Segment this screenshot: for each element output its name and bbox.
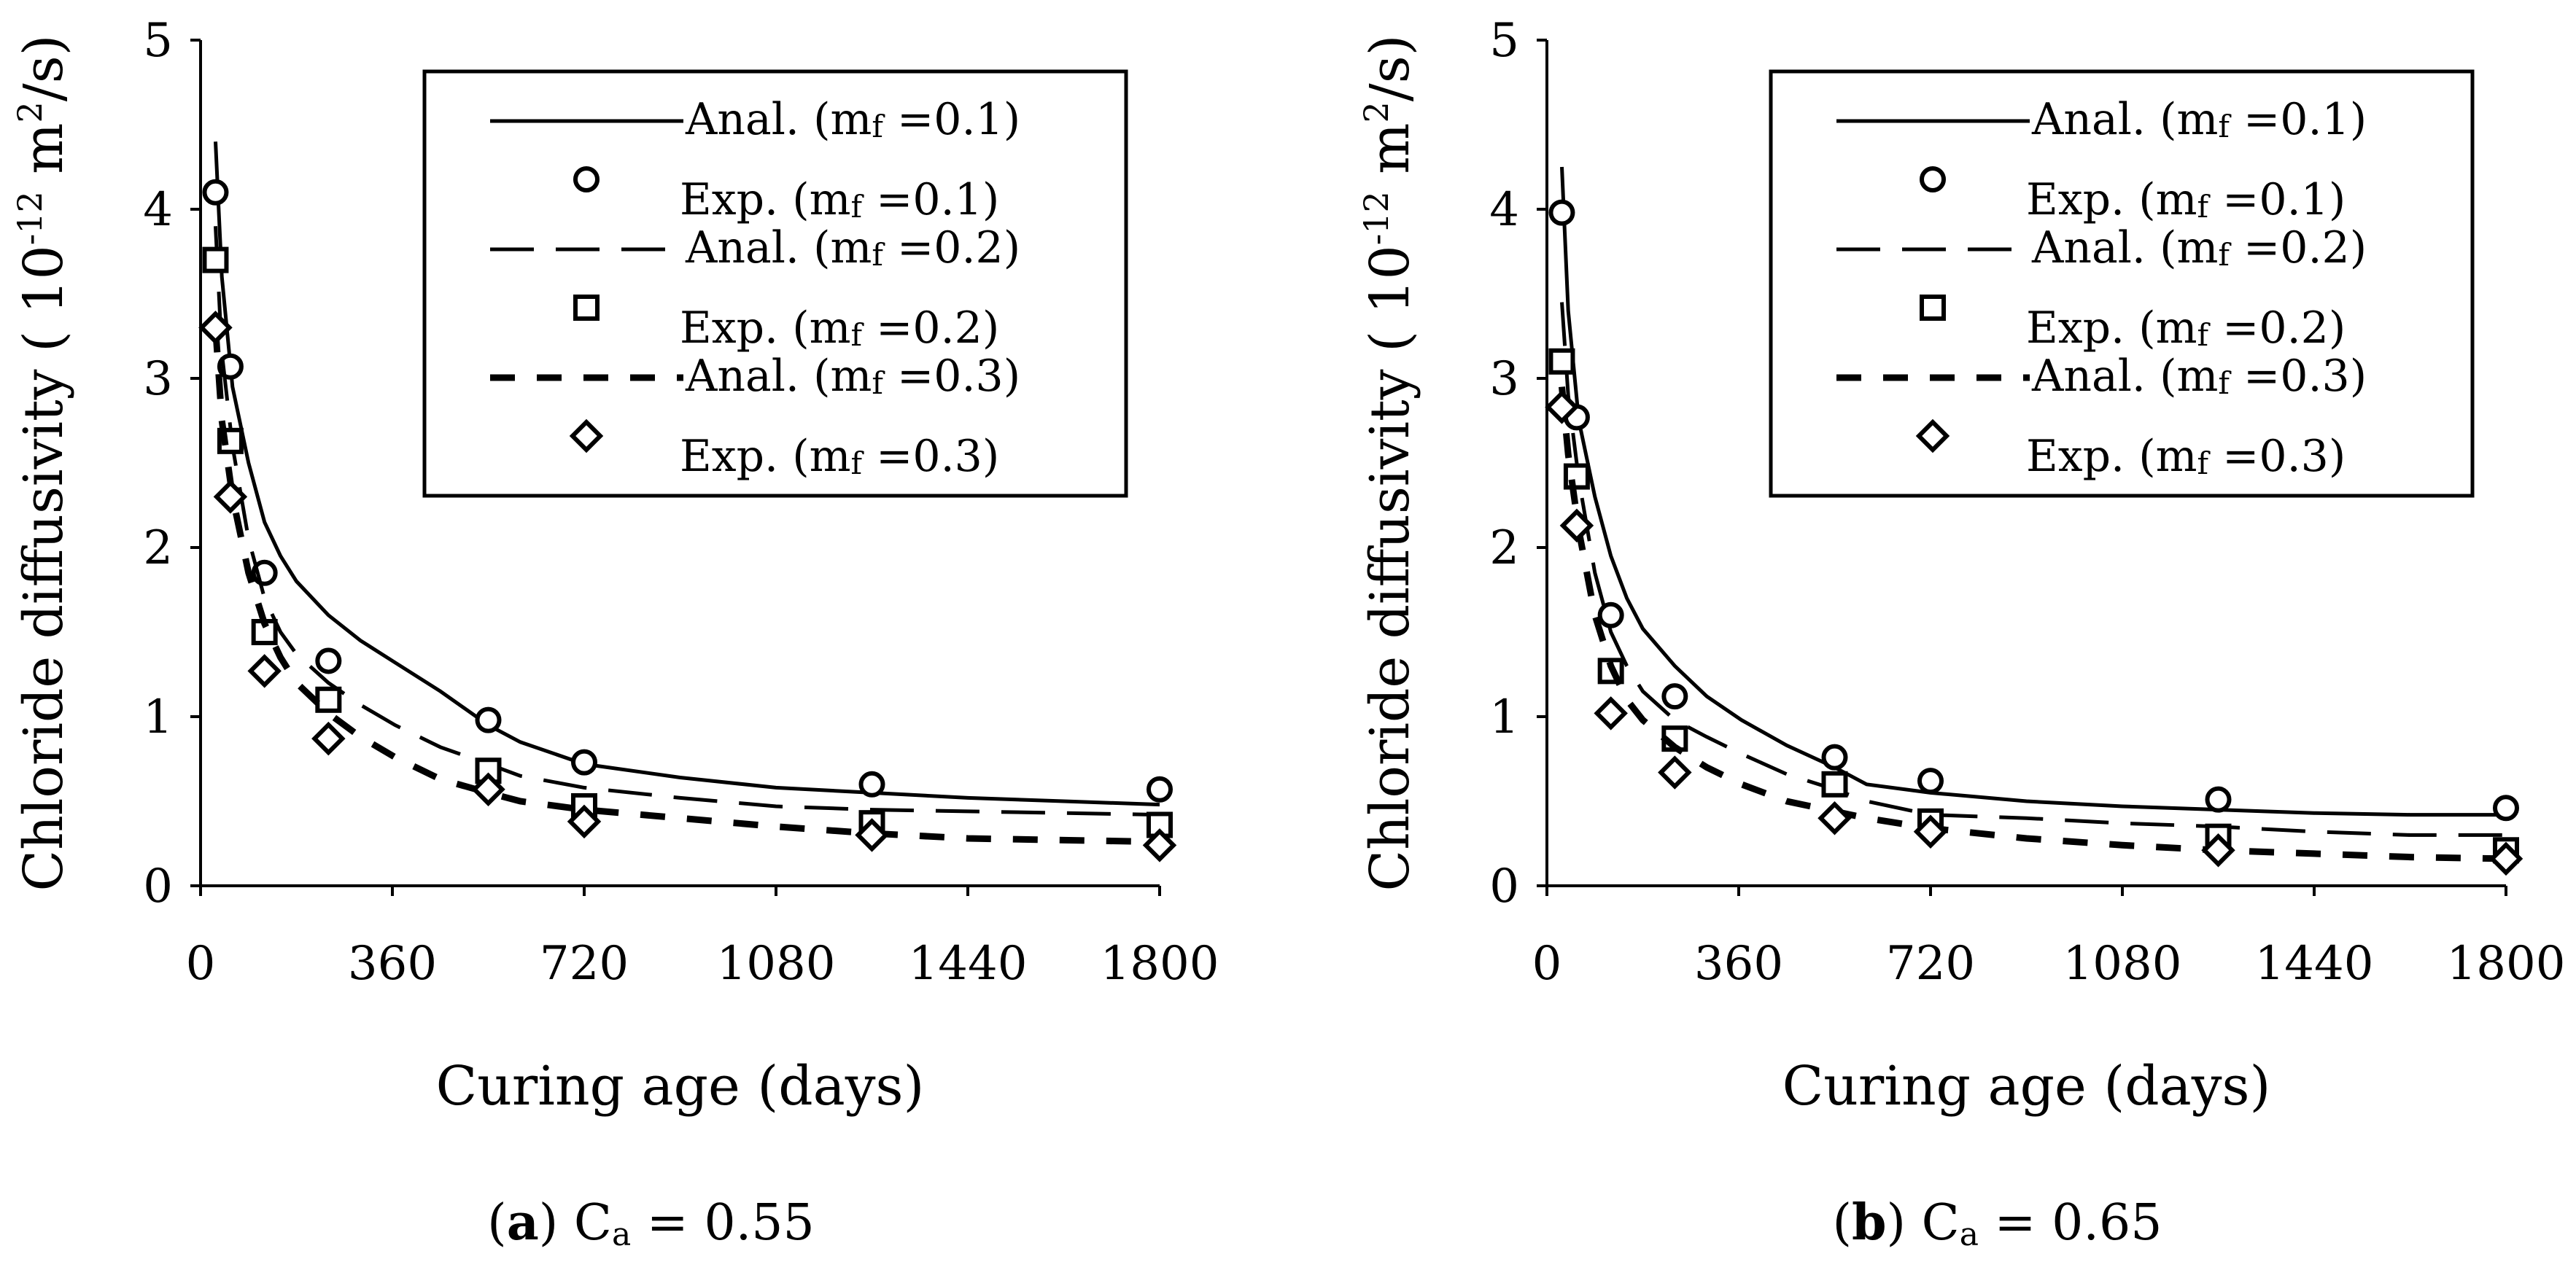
data-point-diamond [1913, 814, 1948, 849]
y-tick-label: 2 [1489, 521, 1519, 575]
y-tick-label: 3 [143, 352, 173, 406]
legend-box [1769, 69, 2475, 498]
series-line-4 [212, 327, 1160, 846]
legend-marker-sample [569, 418, 604, 453]
data-point-diamond [247, 654, 282, 688]
chart-panel-a: 0 1 2 3 4 5 0 360 720 1080 1440 1800 Curing age (day… [10, 14, 1219, 1253]
x-tick-label: 360 [348, 937, 437, 991]
legend-label: Exp. (mf =0.1) [680, 174, 999, 225]
panel-caption: (b) Ca = 0.65 [1832, 1193, 2162, 1253]
legend-label: Anal. (mf =0.3) [685, 351, 1020, 402]
data-point-diamond [855, 818, 889, 852]
x-tick-label: 1440 [909, 937, 1028, 991]
data-point-circle [1147, 776, 1173, 803]
x-tick-label: 1800 [2447, 937, 2566, 991]
x-axis-title: Curing age (days) [1782, 1055, 2271, 1118]
y-tick-label: 2 [143, 521, 173, 575]
data-point-square [475, 757, 502, 784]
data-point-circle [571, 749, 597, 776]
data-point-circle [1917, 768, 1944, 795]
legend-label: Anal. (mf =0.3) [2031, 351, 2367, 402]
series-line-2 [1560, 302, 2506, 837]
data-point-diamond [1817, 800, 1852, 835]
x-tick-label: 720 [1886, 937, 1975, 991]
chart-panel-b: 0 1 2 3 4 5 0 360 720 1080 1440 1800 Curing age (day… [1357, 14, 2565, 1253]
y-tick-label: 5 [1489, 14, 1519, 68]
legend-label: Exp. (mf =0.3) [680, 431, 999, 482]
legend-label: Anal. (mf =0.2) [2031, 222, 2367, 273]
legend-marker-sample [573, 166, 600, 192]
x-axis-title: Curing age (days) [436, 1055, 925, 1118]
legend-marker-sample [1920, 166, 1946, 192]
series-line-0 [1560, 166, 2506, 817]
x-tick-label: 1800 [1101, 937, 1219, 991]
data-point-circle [2493, 795, 2519, 822]
x-tick-label: 1080 [2063, 937, 2182, 991]
data-point-circle [475, 706, 502, 733]
legend-label: Anal. (mf =0.2) [685, 222, 1020, 273]
data-point-diamond [1594, 696, 1628, 731]
legend-marker-sample [1915, 418, 1950, 453]
data-point-circle [1821, 744, 1848, 771]
legend-label: Exp. (mf =0.3) [2026, 431, 2346, 482]
data-point-diamond [1559, 508, 1594, 543]
data-point-square [1821, 771, 1848, 798]
series-line-4 [1559, 386, 2507, 862]
data-point-circle [1548, 199, 1575, 226]
data-point-circle [315, 647, 342, 674]
data-point-diamond [471, 772, 505, 807]
data-point-diamond [567, 804, 602, 839]
y-tick-label: 1 [1489, 690, 1519, 744]
data-point-square [315, 686, 342, 713]
legend-label: Exp. (mf =0.1) [2026, 174, 2346, 225]
y-tick-label: 1 [143, 690, 173, 744]
legend-label: Exp. (mf =0.2) [680, 303, 999, 354]
legend-marker-sample [1920, 295, 1946, 321]
legend-label: Exp. (mf =0.2) [2026, 303, 2346, 354]
legend-marker-sample [573, 295, 600, 321]
data-point-diamond [311, 721, 346, 756]
data-point-circle [1597, 601, 1624, 628]
x-tick-label: 1440 [2255, 937, 2374, 991]
legend-label: Anal. (mf =0.1) [685, 94, 1020, 145]
panel-caption: (a) Ca = 0.55 [487, 1193, 815, 1253]
data-point-square [1548, 348, 1575, 375]
data-point-diamond [213, 480, 248, 514]
legend-box [422, 69, 1128, 498]
y-tick-label: 5 [143, 14, 173, 68]
data-point-diamond [2201, 833, 2235, 868]
y-tick-label: 0 [143, 860, 173, 913]
series-line-0 [214, 141, 1160, 807]
data-point-diamond [1658, 755, 1692, 790]
y-tick-label: 4 [1489, 183, 1519, 237]
data-point-diamond [1545, 390, 1579, 424]
data-point-circle [202, 179, 229, 206]
x-tick-label: 1080 [717, 937, 836, 991]
data-point-square [202, 246, 229, 273]
x-tick-label: 0 [1532, 937, 1562, 991]
data-point-circle [1661, 683, 1688, 710]
data-point-diamond [198, 311, 233, 345]
y-axis-title: Chloride diffusivity ( 10-12 m2/s) [10, 34, 75, 891]
data-point-diamond [1142, 828, 1177, 862]
y-tick-label: 0 [1489, 860, 1519, 913]
y-tick-label: 4 [143, 183, 173, 237]
x-tick-label: 360 [1694, 937, 1783, 991]
y-axis-title: Chloride diffusivity ( 10-12 m2/s) [1357, 34, 1421, 891]
x-tick-label: 0 [186, 937, 216, 991]
legend-label: Anal. (mf =0.1) [2031, 94, 2367, 145]
data-point-diamond [2488, 841, 2523, 876]
data-point-circle [858, 771, 885, 798]
y-tick-label: 3 [1489, 352, 1519, 406]
x-tick-label: 720 [540, 937, 629, 991]
data-point-circle [2205, 786, 2232, 813]
